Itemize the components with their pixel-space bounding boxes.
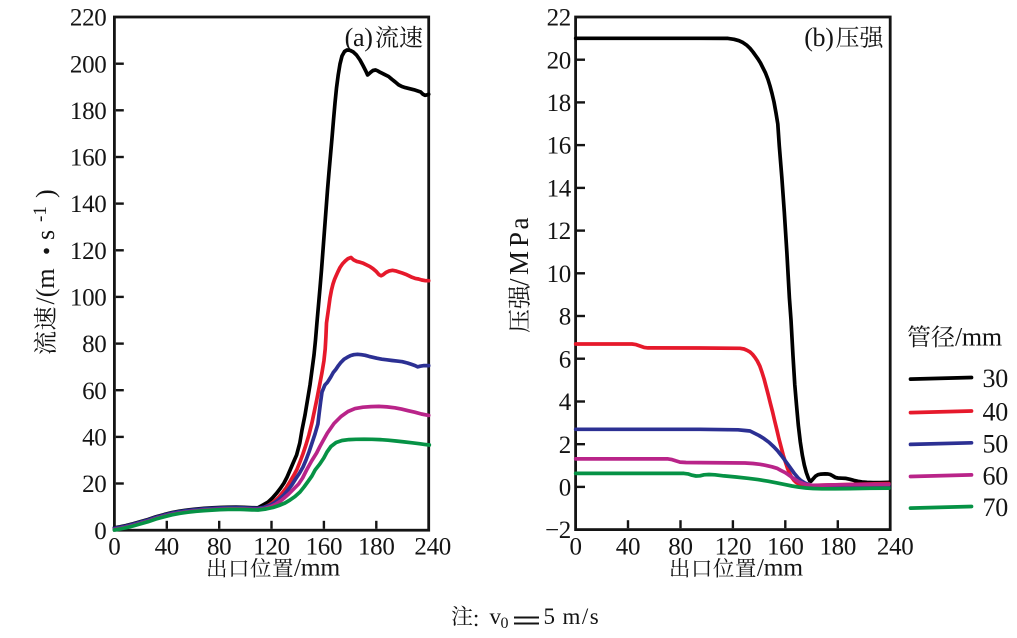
svg-text:0: 0 [501,615,509,632]
svg-text:140: 140 [70,191,107,218]
svg-text:20: 20 [82,471,106,498]
svg-text:80: 80 [668,534,692,561]
svg-text:-1: -1 [30,206,51,222]
svg-text:): ) [31,189,60,198]
svg-text:40: 40 [616,534,640,561]
svg-text:−2: −2 [545,517,571,544]
svg-text:160: 160 [70,145,107,172]
svg-text:4: 4 [559,389,572,416]
svg-text:P: P [504,232,534,247]
svg-text:60: 60 [983,461,1009,490]
svg-text:M: M [504,251,534,275]
svg-text:50: 50 [983,429,1009,458]
svg-text:180: 180 [819,534,856,561]
svg-text:180: 180 [358,534,395,561]
svg-text:200: 200 [70,51,107,78]
svg-text:160: 160 [767,534,804,561]
svg-text:30: 30 [983,364,1009,393]
svg-text:40: 40 [983,398,1009,427]
svg-text:/(m: /(m [31,268,60,304]
svg-text:v: v [490,604,502,629]
svg-text:120: 120 [70,238,107,265]
svg-text:40: 40 [82,425,106,452]
svg-text:10: 10 [547,261,571,288]
svg-text:s: s [31,230,60,240]
svg-text:20: 20 [547,47,571,74]
svg-text:/mm: /mm [757,553,803,582]
svg-text:0: 0 [559,475,571,502]
svg-text:0: 0 [569,534,581,561]
svg-text:12: 12 [547,218,571,245]
svg-text:60: 60 [82,378,106,405]
svg-text:0: 0 [108,534,120,561]
svg-text:18: 18 [547,90,571,117]
svg-text:8: 8 [559,304,571,331]
svg-text:120: 120 [715,534,752,561]
svg-text:180: 180 [70,98,107,125]
svg-text:16: 16 [547,133,571,160]
svg-text:/mm: /mm [955,323,1002,352]
svg-text:100: 100 [70,285,107,312]
svg-text:22: 22 [547,5,571,32]
svg-text:5: 5 [544,604,556,629]
svg-text:120: 120 [253,534,290,561]
svg-text:6: 6 [559,346,571,373]
svg-text:2: 2 [559,432,571,459]
svg-text:a: a [504,218,534,230]
svg-text:80: 80 [82,331,106,358]
svg-text:(b): (b) [804,23,833,52]
svg-text:(a): (a) [345,23,373,52]
svg-text:220: 220 [70,5,107,32]
svg-text:/: / [504,278,534,286]
svg-text:70: 70 [983,493,1009,522]
svg-text:0: 0 [94,518,106,545]
svg-text:/mm: /mm [294,553,340,582]
svg-text:14: 14 [547,176,572,203]
svg-text:240: 240 [414,534,451,561]
svg-text:40: 40 [155,534,179,561]
svg-text:m/s: m/s [563,604,601,629]
svg-text:80: 80 [207,534,231,561]
svg-text:160: 160 [306,534,343,561]
svg-text:240: 240 [877,534,914,561]
